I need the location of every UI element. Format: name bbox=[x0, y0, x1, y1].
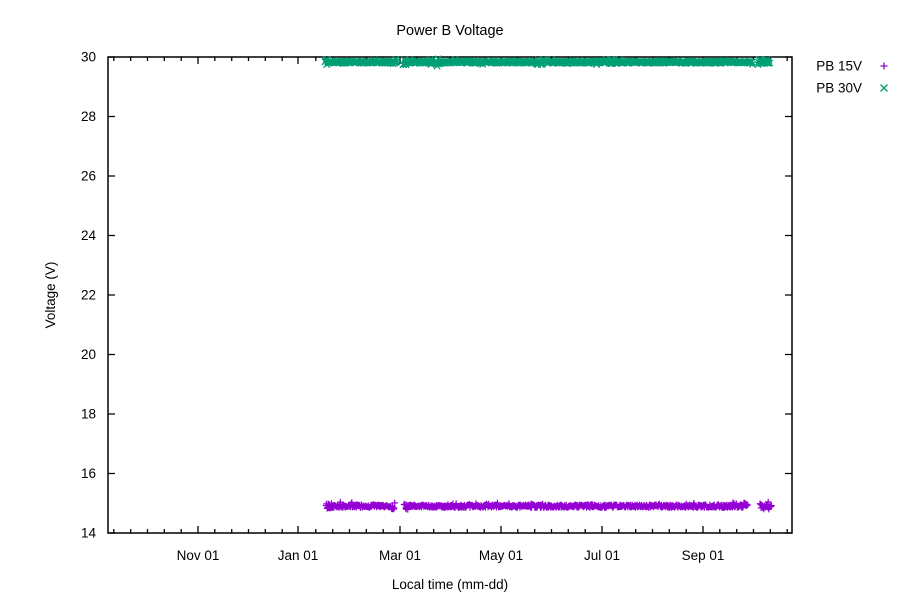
x-tick-label: Jan 01 bbox=[278, 548, 319, 563]
x-tick-label: Sep 01 bbox=[682, 548, 725, 563]
legend-marker-plus bbox=[880, 62, 888, 70]
y-axis-label: Voltage (V) bbox=[43, 262, 58, 329]
y-tick-label: 28 bbox=[81, 109, 96, 124]
y-tick-label: 20 bbox=[81, 347, 96, 362]
x-tick-label: May 01 bbox=[479, 548, 523, 563]
plot-data bbox=[321, 55, 775, 513]
chart-title: Power B Voltage bbox=[396, 23, 503, 39]
legend-label: PB 15V bbox=[816, 59, 862, 74]
y-tick-label: 14 bbox=[81, 526, 97, 541]
series-pb-15v bbox=[322, 498, 775, 513]
y-tick-label: 24 bbox=[81, 228, 97, 243]
legend: PB 15V PB 30V bbox=[816, 59, 888, 96]
x-tick-label: Mar 01 bbox=[379, 548, 421, 563]
y-tick-label: 22 bbox=[81, 288, 96, 303]
x-tick-label: Jul 01 bbox=[584, 548, 620, 563]
x-tick-label: Nov 01 bbox=[177, 548, 220, 563]
plot-border bbox=[107, 56, 793, 534]
y-tick-label: 30 bbox=[81, 50, 96, 65]
x-axis-label: Local time (mm-dd) bbox=[392, 577, 508, 592]
y-tick-label: 16 bbox=[81, 466, 96, 481]
y-tick-label: 26 bbox=[81, 169, 96, 184]
legend-label: PB 30V bbox=[816, 81, 862, 96]
y-tick-label: 18 bbox=[81, 407, 96, 422]
axis-ticks bbox=[108, 56, 792, 534]
series-pb-30v bbox=[321, 55, 774, 70]
legend-marker-cross bbox=[880, 84, 888, 92]
plot-axes: 14 16 18 20 22 24 26 28 30 Nov 01 Jan 01 Mar 01 May … bbox=[81, 50, 793, 563]
